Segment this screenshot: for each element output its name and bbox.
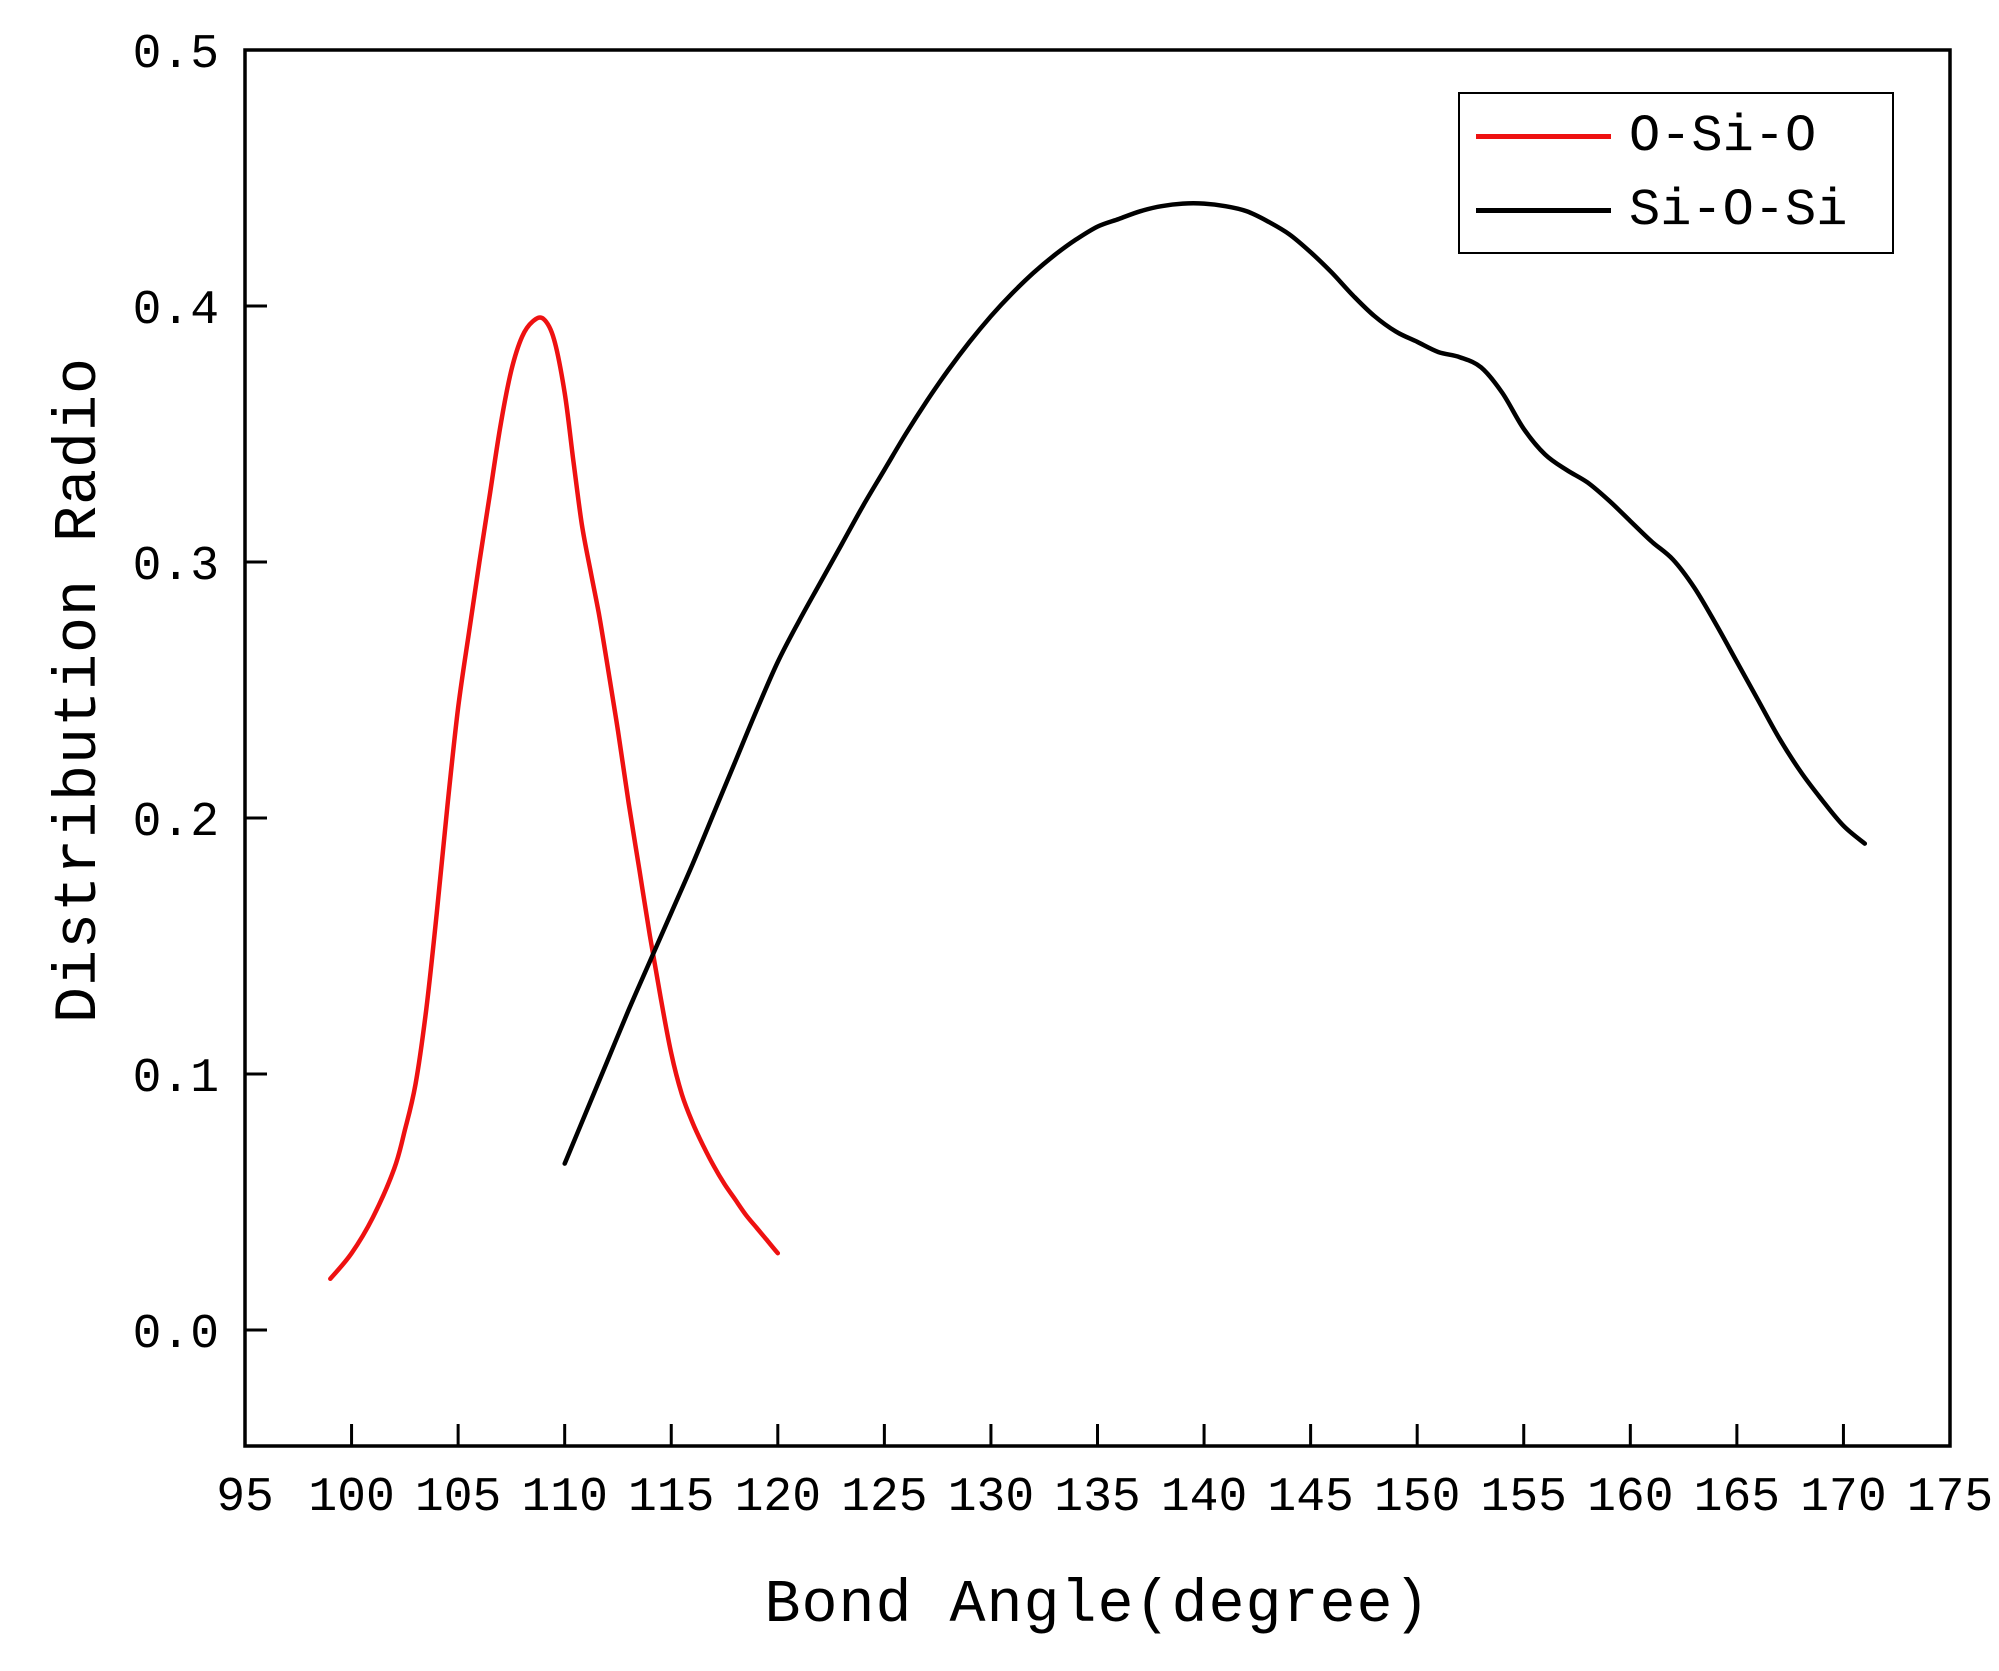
x-tick-label: 135 <box>1054 1471 1140 1525</box>
y-tick-label: 0.3 <box>133 540 219 594</box>
legend-label: Si-O-Si <box>1629 180 1848 240</box>
x-tick-label: 175 <box>1907 1471 1993 1525</box>
x-tick-label: 110 <box>521 1471 607 1525</box>
x-tick-label: 105 <box>415 1471 501 1525</box>
x-tick-label: 115 <box>628 1471 714 1525</box>
legend-swatch <box>1476 133 1611 139</box>
legend-label: O-Si-O <box>1629 106 1817 166</box>
series-line-o-si-o <box>328 315 781 1282</box>
y-tick-label: 0.5 <box>133 28 219 82</box>
x-tick-label: 150 <box>1374 1471 1460 1525</box>
x-axis-title: Bond Angle(degree) <box>764 1572 1431 1640</box>
y-tick-label: 0.4 <box>133 284 219 338</box>
series-line-si-o-si <box>562 201 1868 1166</box>
x-tick-label: 170 <box>1800 1471 1886 1525</box>
y-tick-label: 0.1 <box>133 1052 219 1106</box>
x-tick-label: 130 <box>948 1471 1034 1525</box>
x-tick-label: 125 <box>841 1471 927 1525</box>
legend-swatch <box>1476 207 1611 213</box>
x-tick-label: 145 <box>1267 1471 1353 1525</box>
x-tick-label: 120 <box>735 1471 821 1525</box>
plot-border <box>243 48 1952 1448</box>
x-tick-label: 140 <box>1161 1471 1247 1525</box>
x-tick-label: 95 <box>216 1471 274 1525</box>
legend-item: Si-O-Si <box>1460 173 1892 247</box>
y-tick-label: 0.0 <box>133 1308 219 1362</box>
y-axis-title: Distribution Radio <box>46 356 114 1024</box>
x-tick-label: 165 <box>1694 1471 1780 1525</box>
legend-item: O-Si-O <box>1460 99 1892 173</box>
x-tick-label: 155 <box>1481 1471 1567 1525</box>
y-tick-label: 0.2 <box>133 796 219 850</box>
x-tick-label: 100 <box>308 1471 394 1525</box>
x-tick-label: 160 <box>1587 1471 1673 1525</box>
legend: O-Si-O Si-O-Si <box>1458 92 1894 254</box>
